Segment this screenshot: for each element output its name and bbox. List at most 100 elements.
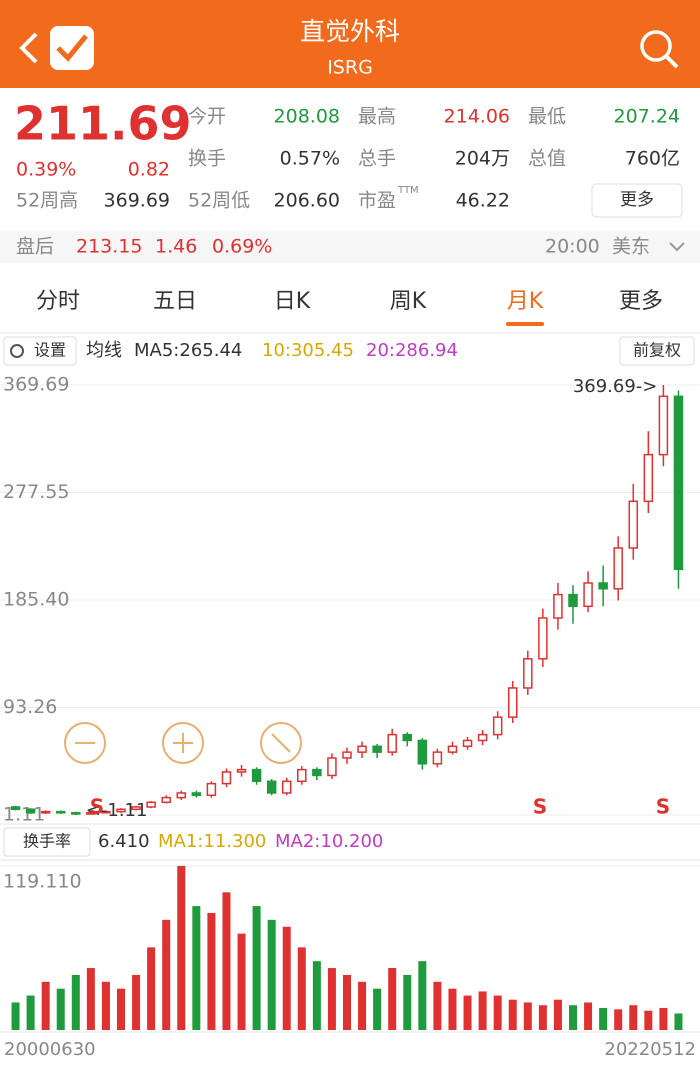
candle-body [86, 812, 96, 815]
volume-bar [358, 981, 367, 1030]
volume-bar [463, 995, 472, 1030]
x-tick-label: 20220512 [604, 1039, 696, 1060]
candle-body [568, 593, 578, 608]
low-annotation: <-1.11 [86, 800, 148, 821]
quote-value: 46.22 [456, 190, 510, 212]
volume-bar [192, 906, 201, 1030]
quote-label-sup: TTM [397, 185, 419, 196]
tab[interactable]: 更多 [619, 289, 663, 314]
stock-title: 直觉外科 [300, 17, 400, 46]
quote-label: 换手 [188, 148, 226, 170]
turnover-ma1: MA1:11.300 [158, 831, 266, 852]
tab[interactable]: 月K [507, 289, 544, 314]
volume-bar [403, 974, 412, 1030]
candle-body [462, 739, 473, 748]
volume-indicator-button[interactable] [3, 827, 91, 857]
tab[interactable]: 日K [274, 289, 311, 314]
check-icon[interactable] [50, 26, 94, 70]
quote-label: 最低 [528, 106, 566, 128]
tab[interactable]: 五日 [153, 289, 197, 314]
after-hours-pct: 0.69% [212, 236, 272, 258]
candle-body [55, 810, 66, 814]
volume-indicator-label: 换手率 [23, 832, 71, 851]
settings-label: 设置 [34, 341, 66, 360]
volume-bar [478, 991, 487, 1030]
volume-bar [56, 988, 65, 1030]
check-mark [56, 34, 88, 62]
tab-underline [506, 322, 544, 326]
header-bar [0, 0, 700, 88]
candle-body [40, 810, 51, 814]
volume-bar [373, 988, 382, 1030]
candle-body [372, 745, 382, 753]
volume-bar [71, 974, 80, 1030]
candle-body [251, 768, 262, 783]
volume-bar [86, 968, 95, 1030]
candle-body [131, 806, 141, 811]
volume-bar [222, 892, 231, 1030]
volume-bar [117, 988, 125, 1030]
tab[interactable]: 分时 [36, 289, 80, 314]
candle-body [327, 757, 337, 777]
search-button[interactable] [640, 30, 672, 62]
settings-button[interactable] [3, 336, 77, 366]
candle-body [538, 617, 548, 660]
candle-body [297, 768, 307, 783]
candle-body [312, 768, 322, 777]
zoom-out[interactable] [64, 722, 106, 764]
quote-value: 0.57% [280, 148, 340, 170]
quote-value: 214.06 [444, 106, 510, 128]
volume-bar [162, 919, 171, 1030]
candle-body [266, 780, 277, 794]
candle-body [236, 768, 247, 773]
y-tick-label: 93.26 [3, 696, 57, 718]
volume-bar [41, 981, 50, 1030]
adjust-label: 前复权 [633, 341, 681, 360]
volume-bar [508, 999, 517, 1030]
quote-label: 今开 [188, 106, 226, 128]
change: 0.82 [128, 159, 170, 181]
candle-body [357, 745, 367, 753]
change-pct: 0.39% [16, 159, 76, 181]
volume-bar [282, 926, 291, 1030]
quote-label: 52周低 [188, 190, 250, 212]
signal-marker: S [533, 795, 547, 819]
y-tick-label: 119.110 [3, 871, 82, 893]
fullscreen[interactable] [260, 722, 302, 764]
candle-body [673, 395, 684, 571]
market-dropdown[interactable] [669, 242, 685, 252]
volume-bar [343, 974, 351, 1030]
volume-bar [644, 1010, 653, 1030]
candle-body [146, 801, 156, 808]
adjust-button[interactable] [619, 336, 695, 366]
volume-bar [493, 995, 502, 1030]
back-button[interactable] [19, 32, 38, 64]
candle-body [221, 771, 232, 785]
more-button[interactable] [591, 183, 683, 218]
candle-body [71, 812, 81, 815]
after-hours-bar [0, 231, 700, 263]
volume-bar [553, 999, 562, 1030]
zoom-in[interactable] [162, 722, 204, 764]
ma10: 10:305.45 [262, 340, 354, 361]
x-tick-label: 20000630 [4, 1039, 96, 1060]
last-price: 211.69 [14, 97, 192, 151]
volume-bar [327, 968, 336, 1030]
candle-body [477, 733, 488, 742]
volume-bar [267, 919, 276, 1030]
quote-value: 207.24 [614, 106, 680, 128]
volume-bar [297, 947, 306, 1030]
volume-bar [147, 947, 156, 1030]
candle-body [281, 780, 292, 794]
volume-bar [26, 995, 35, 1030]
candle-body [447, 745, 458, 753]
volume-bar [448, 988, 457, 1030]
candle-body [402, 733, 413, 742]
zoom-controls [64, 722, 302, 764]
tab[interactable]: 周K [390, 289, 427, 314]
candle-body [116, 808, 126, 813]
quote-value: 208.08 [274, 106, 340, 128]
y-tick-label: 277.55 [3, 481, 69, 503]
candle-body [161, 796, 171, 804]
search-handle [664, 54, 679, 69]
